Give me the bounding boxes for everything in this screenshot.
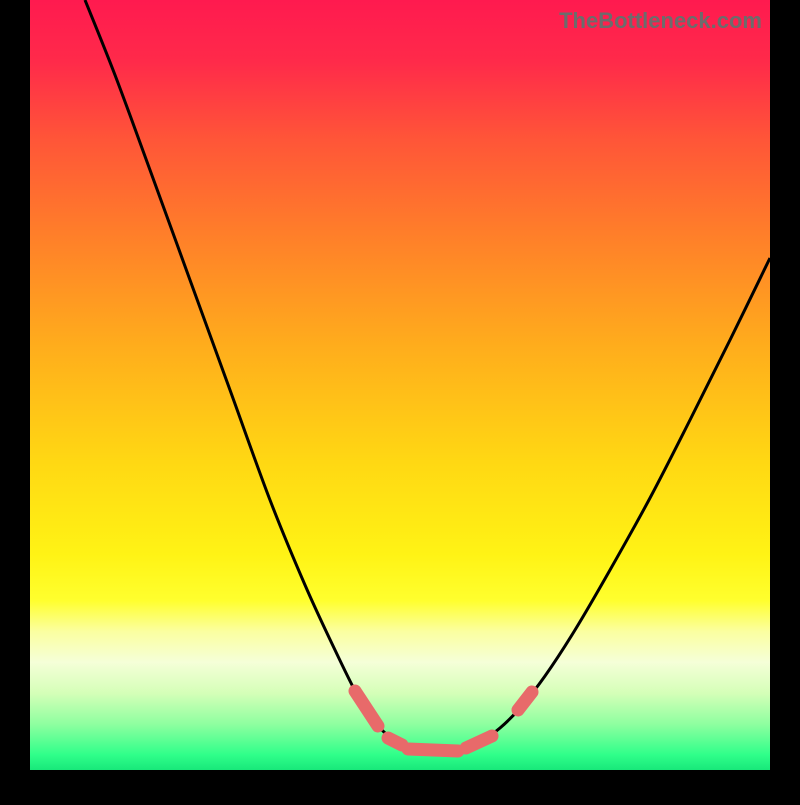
- chart-container: [0, 0, 800, 800]
- watermark-text: TheBottleneck.com: [559, 8, 762, 34]
- bottleneck-chart: [0, 0, 800, 800]
- gradient-background: [30, 0, 770, 770]
